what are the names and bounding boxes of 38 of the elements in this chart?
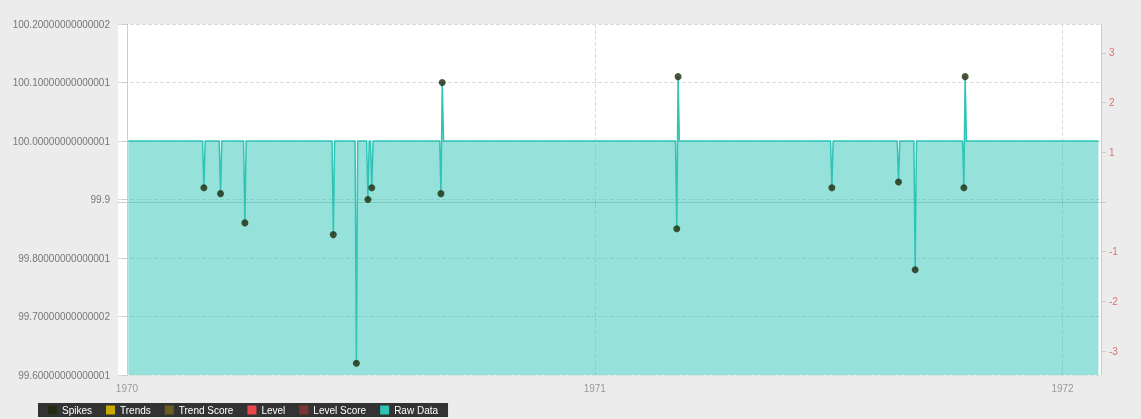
- point: [673, 225, 681, 233]
- point: [329, 231, 337, 239]
- y-tick-label: 99.60000000000001: [18, 369, 111, 381]
- point: [674, 73, 682, 81]
- point: [364, 196, 372, 203]
- point: [217, 190, 225, 198]
- y-tick-label: 99.80000000000001: [18, 252, 111, 264]
- legend-label: Level Score: [313, 404, 367, 416]
- legend-label: Trends: [120, 404, 151, 416]
- legend-label: Trend Score: [178, 404, 234, 416]
- point: [960, 184, 968, 192]
- point: [241, 219, 249, 227]
- x-tick-label: 1972: [1051, 382, 1075, 394]
- point: [200, 184, 208, 192]
- y-tick-label: 100.20000000000002: [12, 18, 111, 30]
- y2-tick-label: -3: [1109, 345, 1119, 357]
- point: [368, 184, 376, 192]
- point: [961, 73, 969, 81]
- point: [352, 359, 360, 367]
- point: [438, 79, 446, 86]
- legend-label: Spikes: [62, 404, 93, 416]
- y2-tick-label: -2: [1109, 295, 1119, 307]
- point: [895, 178, 902, 186]
- y-tick-label: 100.10000000000001: [12, 77, 111, 88]
- x-tick-label: 1970: [115, 382, 139, 394]
- y2-tick-label: -1: [1109, 246, 1119, 258]
- point: [437, 190, 445, 198]
- y-tick-label: 99.70000000000002: [18, 311, 111, 322]
- legend-label: Raw Data: [394, 404, 439, 416]
- y-tick-label: 100.00000000000001: [12, 135, 111, 147]
- x-tick-label: 1971: [583, 382, 607, 394]
- y-tick-label: 99.9: [90, 194, 111, 205]
- point: [828, 184, 836, 192]
- y2-tick-label: 2: [1109, 97, 1115, 109]
- legend-label: Level: [261, 404, 286, 416]
- point: [911, 266, 919, 274]
- y2-tick-label: 3: [1109, 47, 1115, 59]
- y2-tick-label: 1: [1109, 146, 1115, 158]
